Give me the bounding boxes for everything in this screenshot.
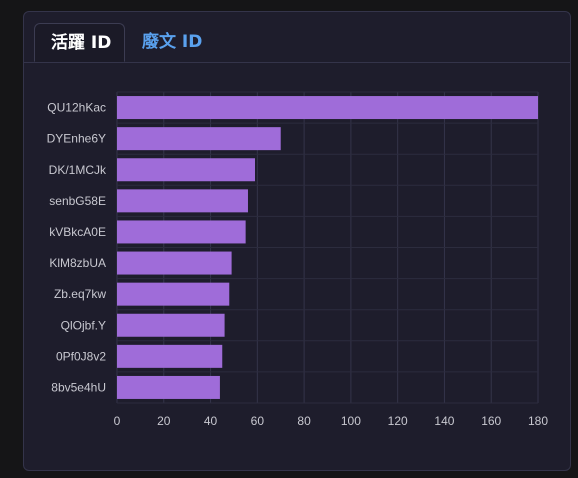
x-tick-label: 80: [297, 414, 311, 428]
bar: [117, 375, 220, 399]
x-tick-label: 180: [528, 414, 548, 428]
x-tick-label: 120: [388, 414, 408, 428]
bar: [117, 313, 225, 337]
bar: [117, 251, 232, 275]
y-tick-label: 0Pf0J8v2: [56, 349, 106, 363]
y-tick-label: QlOjbf.Y: [61, 318, 106, 332]
bar: [117, 220, 246, 244]
x-tick-label: 60: [251, 414, 265, 428]
bar: [117, 282, 230, 306]
tab-active-id[interactable]: 活躍 ID: [34, 23, 125, 62]
chart-panel: 活躍 ID 廢文 ID: [23, 11, 571, 471]
bar: [117, 96, 538, 120]
bar: [117, 189, 248, 213]
x-tick-label: 20: [157, 414, 171, 428]
y-tick-label: kVBkcA0E: [49, 225, 106, 239]
tab-spam-id[interactable]: 廢文 ID: [142, 32, 203, 52]
tab-bar: 活躍 ID 廢文 ID: [24, 12, 570, 63]
y-tick-label: DYEnhe6Y: [47, 132, 106, 146]
y-tick-label: Zb.eq7kw: [54, 287, 106, 301]
y-tick-label: senbG58E: [49, 194, 106, 208]
x-tick-label: 40: [204, 414, 218, 428]
x-tick-label: 0: [114, 414, 121, 428]
y-tick-label: 8bv5e4hU: [51, 380, 106, 394]
x-tick-label: 140: [434, 414, 454, 428]
x-tick-label: 100: [341, 414, 361, 428]
y-tick-label: DK/1MCJk: [49, 163, 107, 177]
bar: [117, 127, 281, 151]
y-tick-label: QU12hKac: [47, 101, 106, 115]
y-tick-label: KlM8zbUA: [49, 256, 106, 270]
x-tick-label: 160: [481, 414, 501, 428]
bar: [117, 158, 255, 182]
bar: [117, 344, 223, 368]
